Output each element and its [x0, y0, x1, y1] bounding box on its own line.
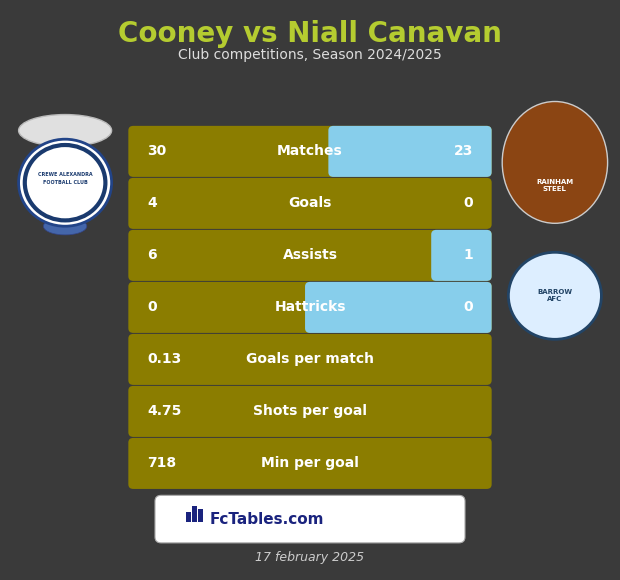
Text: 30: 30: [147, 144, 166, 158]
FancyBboxPatch shape: [329, 126, 492, 177]
Ellipse shape: [502, 102, 608, 223]
Text: Assists: Assists: [283, 248, 337, 262]
Text: 1: 1: [463, 248, 473, 262]
Text: Cooney vs Niall Canavan: Cooney vs Niall Canavan: [118, 20, 502, 48]
FancyBboxPatch shape: [305, 282, 492, 333]
Text: 718: 718: [147, 456, 176, 470]
FancyBboxPatch shape: [128, 438, 492, 489]
Text: Goals per match: Goals per match: [246, 353, 374, 367]
Ellipse shape: [19, 115, 112, 147]
FancyBboxPatch shape: [192, 506, 197, 522]
FancyBboxPatch shape: [431, 230, 492, 281]
FancyBboxPatch shape: [128, 178, 492, 229]
Text: 0: 0: [463, 197, 473, 211]
Text: 0.13: 0.13: [147, 353, 181, 367]
FancyBboxPatch shape: [128, 386, 492, 437]
Ellipse shape: [43, 218, 87, 235]
Text: Shots per goal: Shots per goal: [253, 404, 367, 418]
Text: Club competitions, Season 2024/2025: Club competitions, Season 2024/2025: [178, 48, 442, 61]
Circle shape: [19, 139, 112, 226]
Text: FcTables.com: FcTables.com: [210, 512, 324, 527]
Text: 0: 0: [463, 300, 473, 314]
Text: 0: 0: [147, 300, 157, 314]
FancyBboxPatch shape: [155, 495, 465, 543]
Text: Hattricks: Hattricks: [274, 300, 346, 314]
Text: FOOTBALL CLUB: FOOTBALL CLUB: [43, 180, 87, 185]
FancyBboxPatch shape: [128, 230, 492, 281]
Text: Goals: Goals: [288, 197, 332, 211]
FancyBboxPatch shape: [128, 126, 492, 177]
Text: BARROW
AFC: BARROW AFC: [538, 289, 572, 302]
Text: CREWE ALEXANDRA: CREWE ALEXANDRA: [38, 172, 92, 176]
FancyBboxPatch shape: [198, 509, 203, 522]
Text: RAINHAM
STEEL: RAINHAM STEEL: [536, 179, 574, 192]
Text: Matches: Matches: [277, 144, 343, 158]
FancyBboxPatch shape: [128, 282, 492, 333]
Text: Min per goal: Min per goal: [261, 456, 359, 470]
Text: 17 february 2025: 17 february 2025: [255, 551, 365, 564]
Text: 23: 23: [454, 144, 473, 158]
Text: 4: 4: [147, 197, 157, 211]
FancyBboxPatch shape: [128, 334, 492, 385]
Circle shape: [508, 252, 601, 339]
FancyBboxPatch shape: [186, 512, 191, 522]
Text: 6: 6: [147, 248, 157, 262]
Text: 4.75: 4.75: [147, 404, 181, 418]
